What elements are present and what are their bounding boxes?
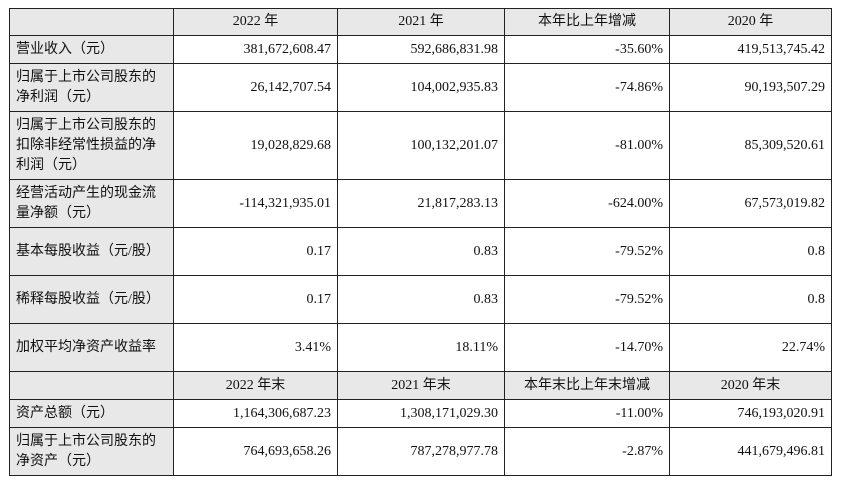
value-cell: 381,672,608.47	[173, 35, 338, 64]
header-2020-end: 2020 年末	[669, 371, 832, 400]
value-cell: -14.70%	[504, 323, 670, 372]
table-row-deducted-net-profit: 归属于上市公司股东的扣除非经常性损益的净利润（元） 19,028,829.68 …	[9, 111, 832, 180]
header-yoy-change: 本年比上年增减	[504, 8, 670, 36]
value-cell: 85,309,520.61	[669, 111, 832, 180]
table-subheader-row: 2022 年末 2021 年末 本年末比上年末增减 2020 年末	[9, 371, 832, 400]
value-cell: 67,573,019.82	[669, 179, 832, 228]
value-cell: -79.52%	[504, 227, 670, 276]
row-label: 资产总额（元）	[9, 399, 174, 428]
value-cell: 0.83	[337, 275, 505, 324]
table-row-revenue: 营业收入（元） 381,672,608.47 592,686,831.98 -3…	[9, 35, 832, 64]
table-row-diluted-eps: 稀释每股收益（元/股） 0.17 0.83 -79.52% 0.8	[9, 275, 832, 324]
table-header-row: 2022 年 2021 年 本年比上年增减 2020 年	[9, 8, 832, 36]
value-cell: -79.52%	[504, 275, 670, 324]
value-cell: -11.00%	[504, 399, 670, 428]
value-cell: 441,679,496.81	[669, 427, 832, 476]
value-cell: 787,278,977.78	[337, 427, 505, 476]
value-cell: 19,028,829.68	[173, 111, 338, 180]
row-label: 归属于上市公司股东的净利润（元）	[9, 63, 174, 112]
value-cell: 3.41%	[173, 323, 338, 372]
header-2020: 2020 年	[669, 8, 832, 36]
header-yoy-end-change: 本年末比上年末增减	[504, 371, 670, 400]
row-label: 加权平均净资产收益率	[9, 323, 174, 372]
value-cell: -624.00%	[504, 179, 670, 228]
table-row-weighted-roe: 加权平均净资产收益率 3.41% 18.11% -14.70% 22.74%	[9, 323, 832, 372]
row-label: 归属于上市公司股东的净资产（元）	[9, 427, 174, 476]
value-cell: -81.00%	[504, 111, 670, 180]
table-row-total-assets: 资产总额（元） 1,164,306,687.23 1,308,171,029.3…	[9, 399, 832, 428]
value-cell: 764,693,658.26	[173, 427, 338, 476]
value-cell: -74.86%	[504, 63, 670, 112]
header-2021: 2021 年	[337, 8, 505, 36]
value-cell: 21,817,283.13	[337, 179, 505, 228]
value-cell: -2.87%	[504, 427, 670, 476]
row-label: 经营活动产生的现金流量净额（元）	[9, 179, 174, 228]
value-cell: 90,193,507.29	[669, 63, 832, 112]
value-cell: 0.8	[669, 227, 832, 276]
value-cell: -35.60%	[504, 35, 670, 64]
header-2022-end: 2022 年末	[173, 371, 338, 400]
header-2022: 2022 年	[173, 8, 338, 36]
row-label: 基本每股收益（元/股）	[9, 227, 174, 276]
table-row-net-assets: 归属于上市公司股东的净资产（元） 764,693,658.26 787,278,…	[9, 427, 832, 476]
table-row-basic-eps: 基本每股收益（元/股） 0.17 0.83 -79.52% 0.8	[9, 227, 832, 276]
value-cell: 746,193,020.91	[669, 399, 832, 428]
value-cell: 419,513,745.42	[669, 35, 832, 64]
table-row-operating-cash-flow: 经营活动产生的现金流量净额（元） -114,321,935.01 21,817,…	[9, 179, 832, 228]
value-cell: 1,164,306,687.23	[173, 399, 338, 428]
value-cell: 0.8	[669, 275, 832, 324]
value-cell: 22.74%	[669, 323, 832, 372]
subheader-corner-cell	[9, 371, 174, 400]
value-cell: 0.83	[337, 227, 505, 276]
table-row-net-profit: 归属于上市公司股东的净利润（元） 26,142,707.54 104,002,9…	[9, 63, 832, 112]
value-cell: 592,686,831.98	[337, 35, 505, 64]
value-cell: 100,132,201.07	[337, 111, 505, 180]
value-cell: 104,002,935.83	[337, 63, 505, 112]
value-cell: 0.17	[173, 275, 338, 324]
header-2021-end: 2021 年末	[337, 371, 505, 400]
header-corner-cell	[9, 8, 174, 36]
value-cell: 26,142,707.54	[173, 63, 338, 112]
financial-summary-table: 2022 年 2021 年 本年比上年增减 2020 年 营业收入（元） 381…	[9, 8, 832, 476]
value-cell: 18.11%	[337, 323, 505, 372]
value-cell: 0.17	[173, 227, 338, 276]
row-label: 归属于上市公司股东的扣除非经常性损益的净利润（元）	[9, 111, 174, 180]
value-cell: -114,321,935.01	[173, 179, 338, 228]
row-label: 营业收入（元）	[9, 35, 174, 64]
value-cell: 1,308,171,029.30	[337, 399, 505, 428]
row-label: 稀释每股收益（元/股）	[9, 275, 174, 324]
